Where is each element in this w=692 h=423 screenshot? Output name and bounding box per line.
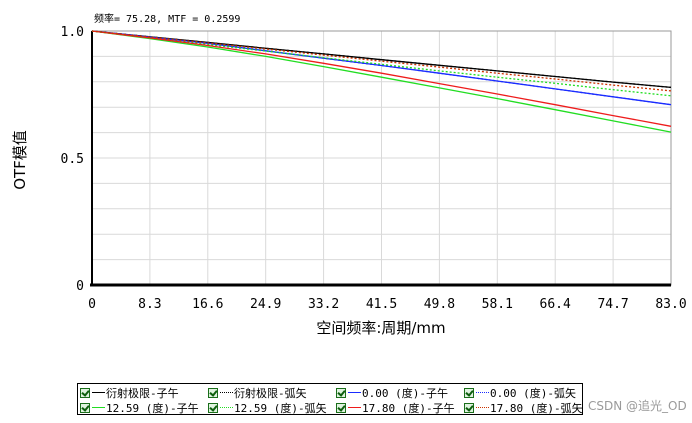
checkbox-icon[interactable] (208, 387, 218, 398)
legend: 衍射极限-子午 衍射极限-弧矢 0.00 (度)-子午 0.00 (度)-弧矢 … (77, 383, 583, 415)
series-line (91, 30, 672, 92)
line-swatch (476, 407, 489, 408)
x-tick-label: 16.6 (192, 297, 223, 312)
x-tick-label: 74.7 (597, 297, 628, 312)
x-tick-label: 33.2 (308, 297, 339, 312)
line-swatch (348, 392, 361, 393)
checkbox-icon[interactable] (80, 402, 90, 413)
checkbox-icon[interactable] (208, 402, 218, 413)
line-swatch (220, 392, 233, 393)
legend-item[interactable]: 12.59 (度)-弧矢 (208, 400, 327, 415)
x-axis-label: 空间频率:周期/mm (316, 319, 445, 337)
legend-item[interactable]: 衍射极限-弧矢 (208, 385, 307, 400)
x-tick-label: 66.4 (540, 297, 571, 312)
legend-item[interactable]: 0.00 (度)-子午 (336, 385, 448, 400)
checkbox-icon[interactable] (80, 387, 90, 398)
line-swatch (92, 392, 105, 393)
line-swatch (220, 407, 233, 408)
x-tick-label: 24.9 (250, 297, 281, 312)
checkbox-icon[interactable] (464, 387, 474, 398)
x-tick-label: 8.3 (138, 297, 161, 312)
series-line (91, 30, 672, 133)
checkbox-icon[interactable] (336, 402, 346, 413)
series-line (91, 30, 672, 127)
legend-item[interactable]: 0.00 (度)-弧矢 (464, 385, 576, 400)
readout-text: 频率= 75.28, MTF = 0.2599 (94, 12, 240, 25)
legend-label: 衍射极限-弧矢 (234, 386, 307, 400)
legend-item[interactable]: 衍射极限-子午 (80, 385, 179, 400)
legend-item[interactable]: 17.80 (度)-子午 (336, 400, 455, 415)
y-tick-label: 0.5 (61, 152, 84, 167)
line-swatch (348, 407, 361, 408)
legend-label: 12.59 (度)-子午 (106, 401, 199, 415)
grid (91, 31, 672, 285)
legend-label: 12.59 (度)-弧矢 (234, 401, 327, 415)
legend-label: 衍射极限-子午 (106, 386, 179, 400)
watermark: CSDN @追光_OD (588, 399, 687, 413)
line-swatch (476, 392, 489, 393)
legend-item[interactable]: 12.59 (度)-子午 (80, 400, 199, 415)
y-axis-label: OTF模值 (11, 130, 29, 190)
legend-label: 0.00 (度)-子午 (362, 386, 448, 400)
x-tick-label: 83.0 (655, 297, 686, 312)
y-tick-label: 0 (76, 279, 84, 294)
checkbox-icon[interactable] (336, 387, 346, 398)
x-tick-label: 49.8 (424, 297, 455, 312)
legend-label: 17.80 (度)-子午 (362, 401, 455, 415)
axis-ticks: 0 8.3 16.6 24.9 33.2 41.5 49.8 58.1 66.4 74.7 83.0… (61, 25, 687, 312)
legend-label: 17.80 (度)-弧矢 (490, 401, 583, 415)
checkbox-icon[interactable] (464, 402, 474, 413)
series-layer (91, 30, 672, 133)
x-tick-label: 0 (88, 297, 96, 312)
mtf-chart: 0 8.3 16.6 24.9 33.2 41.5 49.8 58.1 66.4 74.7 83.0… (11, 12, 687, 337)
line-swatch (92, 407, 105, 408)
x-tick-label: 41.5 (366, 297, 397, 312)
y-tick-label: 1.0 (61, 25, 84, 40)
plot-area (90, 30, 672, 287)
series-line (91, 30, 672, 97)
legend-label: 0.00 (度)-弧矢 (490, 386, 576, 400)
x-tick-label: 58.1 (482, 297, 513, 312)
legend-item[interactable]: 17.80 (度)-弧矢 (464, 400, 583, 415)
